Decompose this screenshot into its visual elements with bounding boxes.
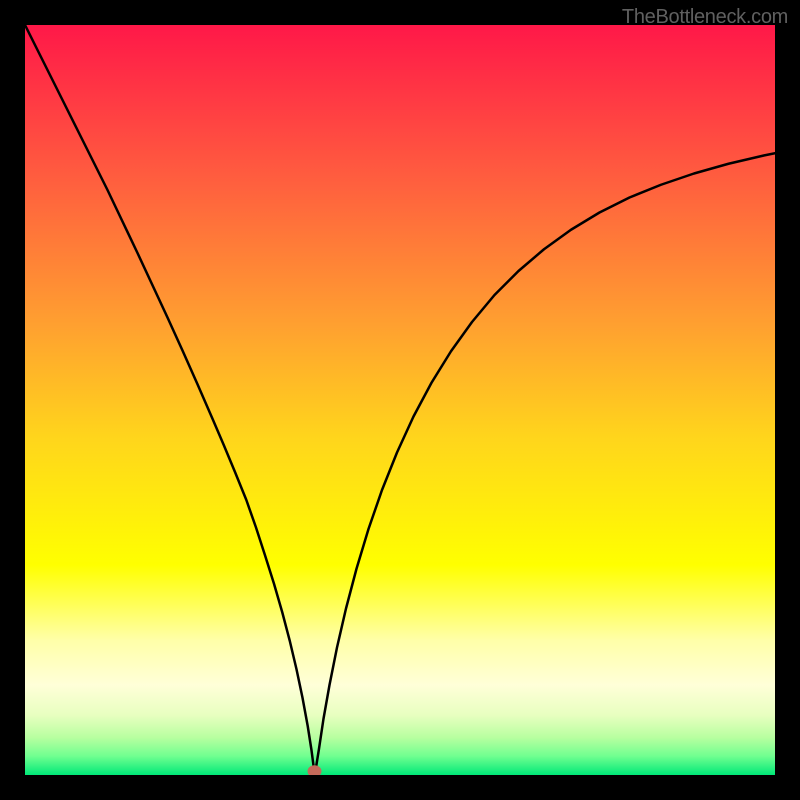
watermark-text: TheBottleneck.com <box>622 6 788 29</box>
gradient-background <box>25 25 775 775</box>
chart-plot-area <box>25 25 775 775</box>
bottleneck-curve-chart <box>25 25 775 775</box>
